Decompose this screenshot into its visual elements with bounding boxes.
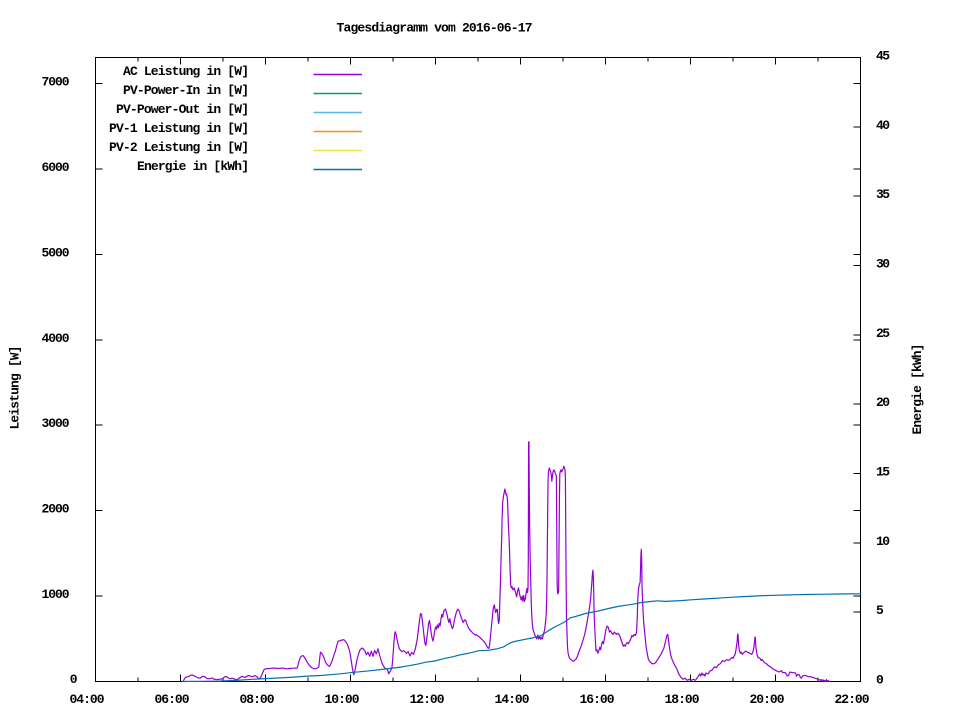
svg-text:4000: 4000 — [42, 331, 70, 346]
svg-text:16:00: 16:00 — [580, 692, 615, 707]
svg-text:08:00: 08:00 — [240, 692, 275, 707]
svg-text:45: 45 — [876, 49, 890, 64]
svg-text:30: 30 — [876, 257, 890, 272]
svg-text:12:00: 12:00 — [410, 692, 445, 707]
svg-text:22:00: 22:00 — [835, 692, 870, 707]
svg-text:6000: 6000 — [42, 160, 70, 175]
svg-text:0: 0 — [876, 673, 884, 688]
svg-text:PV-1 Leistung in [W]: PV-1 Leistung in [W] — [109, 121, 249, 136]
svg-text:PV-Power-In in [W]: PV-Power-In in [W] — [123, 83, 249, 98]
svg-text:35: 35 — [876, 187, 890, 202]
svg-text:18:00: 18:00 — [665, 692, 700, 707]
svg-text:Energie [kWh]: Energie [kWh] — [910, 344, 925, 435]
svg-text:1000: 1000 — [42, 587, 70, 602]
svg-text:5000: 5000 — [42, 245, 70, 260]
svg-text:14:00: 14:00 — [495, 692, 530, 707]
svg-text:Energie in [kWh]: Energie in [kWh] — [137, 159, 249, 174]
svg-text:20:00: 20:00 — [750, 692, 785, 707]
svg-text:AC Leistung in [W]: AC Leistung in [W] — [123, 64, 249, 79]
svg-text:0: 0 — [70, 672, 78, 687]
svg-text:25: 25 — [876, 326, 890, 341]
svg-text:PV-Power-Out in [W]: PV-Power-Out in [W] — [116, 102, 249, 117]
svg-text:PV-2 Leistung in [W]: PV-2 Leistung in [W] — [109, 140, 249, 155]
svg-text:10:00: 10:00 — [325, 692, 360, 707]
svg-text:10: 10 — [876, 534, 890, 549]
svg-text:20: 20 — [876, 395, 890, 410]
svg-text:Leistung [W]: Leistung [W] — [8, 346, 23, 430]
svg-text:3000: 3000 — [42, 416, 70, 431]
svg-text:15: 15 — [876, 465, 890, 480]
svg-text:06:00: 06:00 — [155, 692, 190, 707]
svg-text:40: 40 — [876, 118, 890, 133]
svg-text:7000: 7000 — [42, 75, 70, 90]
svg-text:Tagesdiagramm vom 2016-06-17: Tagesdiagramm vom 2016-06-17 — [337, 21, 533, 36]
svg-text:5: 5 — [876, 603, 884, 618]
svg-text:04:00: 04:00 — [70, 692, 105, 707]
svg-text:2000: 2000 — [42, 502, 70, 517]
